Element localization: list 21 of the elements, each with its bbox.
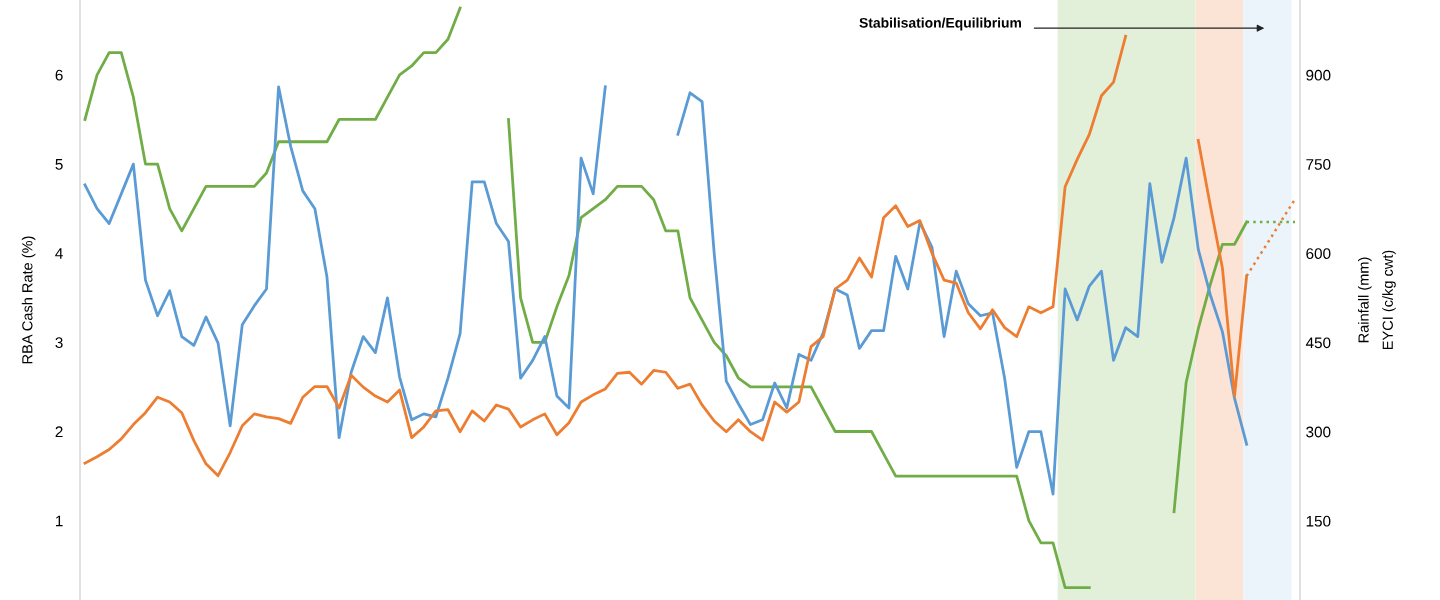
line-series xyxy=(83,6,462,233)
y-tick-label: 3 xyxy=(55,337,63,349)
y-tick-label: 1 xyxy=(56,515,63,527)
text: EYCI (c/kg cwt) xyxy=(1382,250,1396,350)
annotation: Stabilisation/Equilibrium xyxy=(859,17,1021,31)
y-tick-label: 4 xyxy=(55,248,63,259)
line-series xyxy=(676,91,1249,496)
y2-axis-title: Rainfall (mm) xyxy=(1358,257,1372,343)
y2-tick-label: 450 xyxy=(1305,337,1331,349)
y-axis-title: RBA Cash Rate (%) xyxy=(21,236,36,364)
line-series xyxy=(83,34,1128,478)
y2-tick-label: 300 xyxy=(1306,426,1331,438)
y2-tick-label: 600 xyxy=(1306,248,1331,260)
y2-tick-label: 750 xyxy=(1306,158,1331,170)
y2-tick-label: 900 xyxy=(1306,69,1331,81)
line-series xyxy=(507,118,1091,589)
y-tick-label: 5 xyxy=(55,159,63,170)
y2-tick-label: 150 xyxy=(1306,515,1331,527)
y-tick-label: 2 xyxy=(55,426,63,438)
y-tick-label: 6 xyxy=(55,69,63,81)
line-series xyxy=(83,85,607,440)
